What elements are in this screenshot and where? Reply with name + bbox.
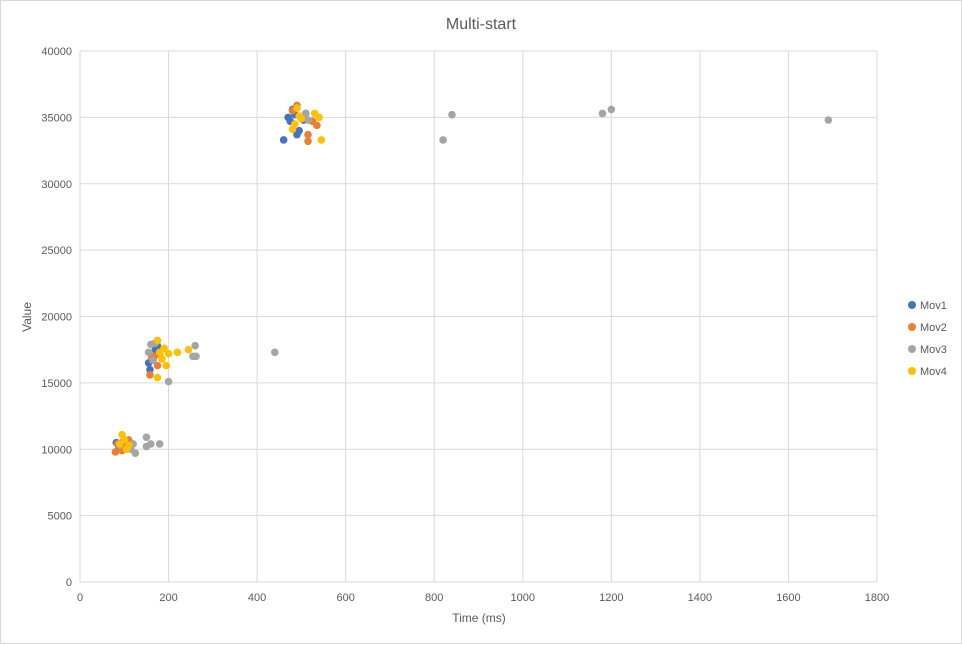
data-point <box>315 113 323 122</box>
series-mov1 <box>112 105 310 454</box>
data-point <box>124 441 133 450</box>
data-points <box>111 101 833 458</box>
legend-item: Mov1 <box>908 300 947 312</box>
data-point <box>120 436 129 444</box>
data-point <box>598 109 607 118</box>
x-tick-label: 1400 <box>688 592 712 604</box>
data-point <box>317 136 326 144</box>
legend-label: Mov4 <box>920 366 947 378</box>
data-point <box>271 348 279 357</box>
tick-labels: 0500010000150002000025000300003500040000… <box>41 46 889 604</box>
x-tick-label: 1200 <box>599 592 623 604</box>
data-point <box>448 110 456 119</box>
data-point <box>155 440 164 448</box>
data-point <box>290 120 299 128</box>
legend-item: Mov3 <box>908 344 947 356</box>
data-point <box>147 440 155 448</box>
y-tick-label: 35000 <box>41 112 72 124</box>
data-point <box>146 371 154 379</box>
data-point <box>191 341 199 350</box>
data-point <box>184 345 193 354</box>
y-tick-label: 15000 <box>41 378 72 390</box>
data-point <box>131 449 140 458</box>
x-tick-label: 0 <box>77 592 83 604</box>
data-point <box>824 116 833 124</box>
x-tick-label: 1600 <box>776 592 800 604</box>
data-point <box>173 348 182 357</box>
data-point <box>160 344 168 353</box>
legend-marker <box>908 323 916 331</box>
data-point <box>313 121 321 130</box>
y-tick-label: 20000 <box>41 312 72 324</box>
data-point <box>142 433 151 442</box>
legend-marker <box>908 367 916 375</box>
data-point <box>192 352 200 361</box>
data-point <box>146 365 154 374</box>
data-point <box>153 336 162 345</box>
chart-title: Multi-start <box>446 16 517 33</box>
series-mov3 <box>116 105 833 458</box>
y-tick-label: 0 <box>66 577 72 589</box>
legend-item: Mov2 <box>908 322 947 334</box>
x-tick-label: 400 <box>248 592 266 604</box>
data-point <box>607 105 616 114</box>
data-point <box>439 136 447 144</box>
legend: Mov1 Mov2 Mov3 Mov4 <box>908 300 947 378</box>
legend-marker <box>908 301 916 309</box>
legend-label: Mov3 <box>920 344 947 356</box>
grid <box>79 50 878 583</box>
x-tick-label: 1800 <box>865 592 889 604</box>
x-tick-label: 600 <box>336 592 354 604</box>
y-tick-label: 5000 <box>48 511 72 523</box>
data-point <box>293 104 301 112</box>
x-tick-label: 200 <box>159 592 177 604</box>
data-point <box>302 109 310 118</box>
legend-label: Mov1 <box>920 300 947 312</box>
data-point <box>164 377 173 386</box>
series-mov4 <box>116 104 326 454</box>
data-point <box>164 349 173 358</box>
legend-marker <box>908 345 916 353</box>
data-point <box>304 130 312 139</box>
y-axis-label: Value <box>20 302 34 332</box>
data-point <box>304 137 312 146</box>
y-tick-label: 30000 <box>41 179 72 191</box>
y-tick-label: 10000 <box>41 444 72 456</box>
series-mov2 <box>111 101 321 456</box>
data-point <box>149 356 157 365</box>
data-point <box>304 116 312 124</box>
legend-item: Mov4 <box>908 366 947 378</box>
x-tick-label: 800 <box>425 592 443 604</box>
y-tick-label: 40000 <box>41 46 72 58</box>
data-point <box>144 348 153 357</box>
x-axis-label: Time (ms) <box>452 611 506 625</box>
data-point <box>153 373 162 382</box>
data-point <box>297 114 306 123</box>
data-point <box>158 355 166 363</box>
data-point <box>295 126 303 135</box>
data-point <box>162 361 171 370</box>
data-point <box>111 448 120 456</box>
legend-label: Mov2 <box>920 322 947 334</box>
data-point <box>153 361 162 370</box>
x-tick-label: 1000 <box>511 592 535 604</box>
data-point <box>279 136 288 144</box>
y-tick-label: 25000 <box>41 245 72 257</box>
